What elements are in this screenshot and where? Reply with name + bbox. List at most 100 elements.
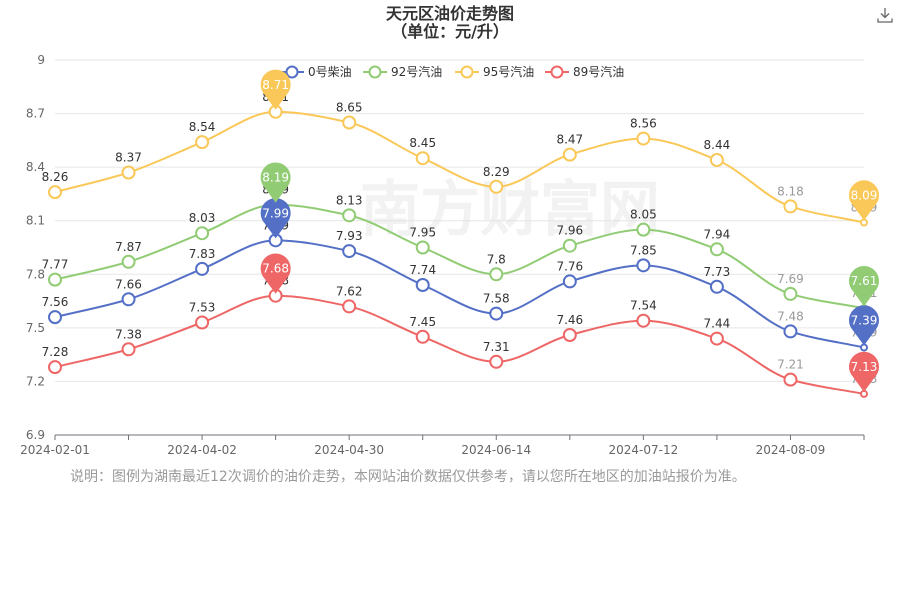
data-label: 7.93 (336, 229, 363, 243)
data-label: 8.47 (556, 133, 583, 147)
pin-shape (849, 180, 880, 221)
pin-marker: 8.09 (849, 180, 880, 221)
pin-shape (260, 253, 291, 294)
data-label: 7.96 (556, 224, 583, 238)
data-label: 8.26 (42, 170, 69, 184)
data-point[interactable] (636, 131, 651, 146)
download-icon[interactable] (876, 6, 894, 24)
data-point[interactable] (636, 313, 651, 328)
data-point[interactable] (562, 274, 577, 289)
legend-symbol (550, 65, 564, 79)
data-label: 8.29 (483, 165, 510, 179)
legend-item[interactable]: 0号柴油 (280, 65, 352, 79)
legend-label: 89号汽油 (573, 64, 624, 79)
data-point[interactable] (195, 315, 210, 330)
data-label: 7.21 (777, 358, 804, 372)
data-point[interactable] (489, 267, 504, 282)
data-label: 7.8 (487, 252, 506, 266)
legend-item[interactable]: 95号汽油 (455, 64, 534, 79)
data-point[interactable] (783, 324, 798, 339)
data-point[interactable] (121, 292, 136, 307)
data-point[interactable] (415, 240, 430, 255)
data-point[interactable] (342, 299, 357, 314)
data-point[interactable] (709, 331, 724, 346)
y-tick-label: 9 (37, 53, 45, 67)
legend-symbol (285, 65, 299, 79)
data-point[interactable] (562, 328, 577, 342)
data-label: 7.76 (556, 259, 583, 273)
data-point[interactable] (342, 244, 357, 259)
data-point[interactable] (709, 153, 724, 167)
legend-symbol (460, 65, 474, 79)
data-point[interactable] (48, 272, 62, 287)
series-line: 7.287.387.537.687.627.457.317.467.547.44… (42, 274, 877, 398)
data-label: 7.83 (189, 247, 216, 261)
data-point[interactable] (562, 147, 577, 162)
data-point[interactable] (48, 310, 62, 325)
x-tick-label: 2024-04-02 (167, 443, 237, 457)
data-label: 7.77 (42, 258, 69, 272)
y-tick-label: 8.1 (26, 214, 45, 228)
data-point[interactable] (636, 222, 651, 237)
data-label: 7.69 (777, 272, 804, 286)
pin-label: 8.71 (262, 78, 289, 92)
pin-marker: 7.61 (849, 266, 880, 307)
data-point[interactable] (489, 354, 504, 369)
pin-shape (260, 198, 291, 239)
series-path (54, 294, 865, 395)
pin-marker: 7.68 (260, 253, 291, 294)
grid-lines (55, 59, 864, 436)
data-point[interactable] (489, 306, 504, 321)
legend-item[interactable]: 89号汽油 (545, 64, 624, 79)
data-label: 7.53 (189, 301, 216, 315)
data-label: 7.45 (409, 315, 436, 329)
data-label: 7.95 (409, 226, 436, 240)
data-point[interactable] (48, 185, 62, 200)
legend[interactable]: 0号柴油 92号汽油 95号汽油 89号汽油 (280, 64, 624, 79)
data-point[interactable] (636, 258, 651, 273)
data-label: 7.56 (42, 295, 69, 309)
pin-label: 7.39 (851, 314, 878, 328)
data-label: 7.54 (630, 299, 657, 313)
data-label: 7.87 (115, 240, 142, 254)
data-point[interactable] (342, 115, 357, 130)
data-point[interactable] (121, 254, 136, 269)
data-point[interactable] (415, 329, 430, 344)
data-point[interactable] (709, 279, 724, 294)
chart-subtitle: （单位：元/升） (391, 22, 509, 41)
pin-marker: 7.13 (849, 351, 880, 392)
data-point[interactable] (48, 360, 62, 375)
data-label: 8.45 (409, 136, 436, 150)
data-point[interactable] (489, 179, 504, 194)
data-point[interactable] (195, 261, 210, 276)
data-point[interactable] (783, 372, 798, 387)
pin-label: 7.68 (262, 262, 289, 276)
axes: 6.9 7.2 7.5 7.8 8.1 8.4 8.7 9 2024-02-01 2024-04-… (20, 53, 865, 457)
data-label: 7.46 (556, 313, 583, 327)
data-label: 8.44 (704, 138, 731, 152)
data-label: 8.18 (777, 184, 804, 198)
data-point[interactable] (783, 286, 798, 301)
data-point[interactable] (415, 151, 430, 166)
data-point[interactable] (562, 238, 577, 253)
data-label: 7.28 (42, 345, 69, 359)
data-point[interactable] (415, 278, 430, 292)
data-point[interactable] (121, 342, 136, 357)
footnote: 说明：图例为湖南最近12次调价的油价走势，本网站油价数据仅供参考，请以您所在地区… (70, 469, 746, 485)
data-point[interactable] (195, 135, 210, 150)
data-point[interactable] (121, 165, 136, 180)
pin-shape (260, 69, 291, 110)
data-label: 8.37 (115, 151, 142, 165)
legend-label: 0号柴油 (308, 65, 352, 79)
legend-item[interactable]: 92号汽油 (363, 64, 442, 79)
data-label: 8.65 (336, 101, 363, 115)
legend-label: 92号汽油 (391, 64, 442, 79)
pin-marker: 7.99 (260, 198, 291, 239)
data-point[interactable] (709, 242, 724, 257)
y-tick-label: 7.2 (26, 374, 45, 388)
data-point[interactable] (783, 199, 798, 214)
data-point[interactable] (195, 226, 210, 241)
data-label: 7.38 (115, 327, 142, 341)
data-point[interactable] (342, 208, 357, 223)
